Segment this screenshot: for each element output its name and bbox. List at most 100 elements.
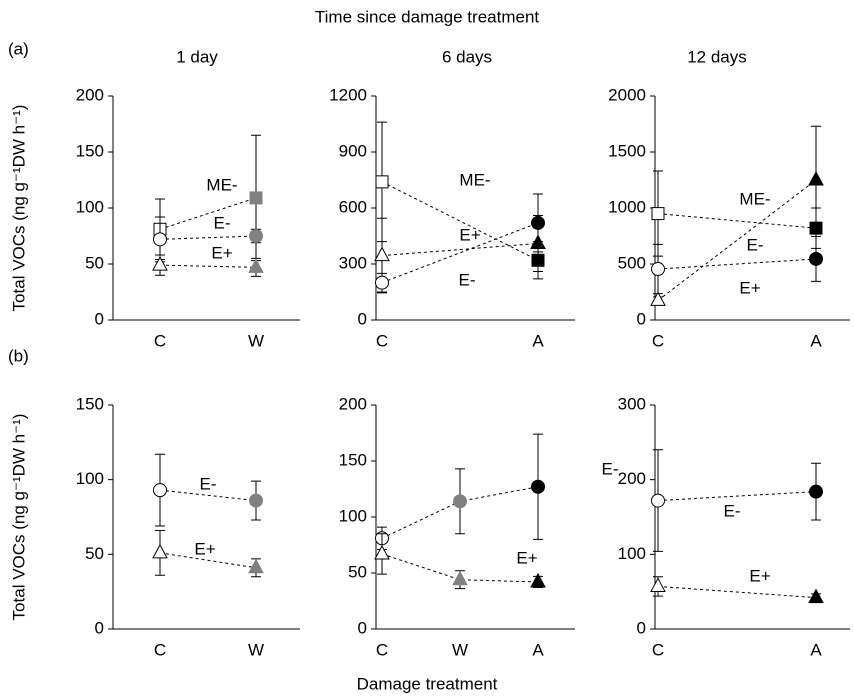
marker bbox=[809, 251, 823, 266]
y-tick-label: 100 bbox=[339, 506, 367, 525]
marker bbox=[452, 570, 468, 586]
marker bbox=[374, 544, 390, 560]
y-tick-label: 0 bbox=[95, 309, 104, 328]
marker bbox=[153, 232, 167, 247]
series-label: E- bbox=[214, 213, 231, 232]
series-label: ME- bbox=[206, 175, 237, 194]
y-tick-label: 0 bbox=[637, 618, 646, 637]
y-tick-label: 300 bbox=[618, 394, 646, 413]
x-tick-label: C bbox=[154, 640, 166, 659]
y-tick-label: 0 bbox=[358, 618, 367, 637]
marker bbox=[531, 215, 545, 230]
series-line bbox=[159, 235, 257, 240]
x-tick-label: W bbox=[248, 331, 264, 350]
series-line bbox=[657, 179, 817, 301]
y-tick-label: 200 bbox=[618, 469, 646, 488]
marker bbox=[375, 275, 389, 290]
series-label: E+ bbox=[516, 548, 537, 567]
marker bbox=[808, 588, 824, 604]
y-axis-label: Total VOCs (ng g⁻¹DW h⁻¹) bbox=[9, 105, 28, 312]
y-tick-label: 50 bbox=[85, 253, 104, 272]
series-line bbox=[381, 242, 539, 257]
marker bbox=[152, 543, 168, 559]
series-label: E+ bbox=[194, 539, 215, 558]
series-line bbox=[381, 222, 539, 284]
y-tick-label: 1000 bbox=[608, 197, 646, 216]
series-line bbox=[657, 213, 817, 229]
marker bbox=[249, 229, 263, 243]
x-axis-label: Damage treatment bbox=[357, 674, 498, 693]
x-tick-label: C bbox=[652, 640, 664, 659]
chart-title: 12 days bbox=[687, 47, 747, 66]
x-tick-label: C bbox=[652, 331, 664, 350]
marker bbox=[248, 558, 264, 574]
panel-label: (b) bbox=[8, 346, 29, 365]
y-tick-label: 0 bbox=[637, 309, 646, 328]
chart-title: 1 day bbox=[176, 47, 218, 66]
marker bbox=[152, 256, 168, 271]
series-line bbox=[381, 553, 539, 583]
y-tick-label: 150 bbox=[76, 394, 104, 413]
y-axis-label: Total VOCs (ng g⁻¹DW h⁻¹) bbox=[9, 414, 28, 621]
series-line bbox=[381, 181, 539, 261]
y-tick-label: 900 bbox=[339, 141, 367, 160]
series-label: E- bbox=[459, 270, 476, 289]
x-tick-label: W bbox=[452, 640, 468, 659]
x-tick-label: A bbox=[810, 640, 822, 659]
x-tick-label: A bbox=[532, 331, 544, 350]
series-label: E+ bbox=[211, 243, 232, 262]
series-line bbox=[657, 258, 817, 270]
y-tick-label: 50 bbox=[348, 562, 367, 581]
marker bbox=[650, 291, 666, 306]
marker bbox=[808, 170, 824, 186]
series-label: E+ bbox=[739, 278, 760, 297]
series-line bbox=[159, 552, 257, 569]
series-line bbox=[657, 491, 817, 502]
figure-title: Time since damage treatment bbox=[315, 7, 540, 26]
chart-title: 6 days bbox=[442, 47, 492, 66]
marker bbox=[651, 207, 665, 221]
y-tick-label: 100 bbox=[618, 544, 646, 563]
y-tick-label: 150 bbox=[76, 141, 104, 160]
marker bbox=[453, 494, 467, 509]
marker bbox=[651, 493, 665, 508]
series-label: E- bbox=[747, 235, 764, 254]
y-tick-label: 2000 bbox=[608, 85, 646, 104]
y-tick-label: 0 bbox=[95, 618, 104, 637]
y-tick-label: 1500 bbox=[608, 141, 646, 160]
series-line bbox=[159, 197, 257, 230]
marker bbox=[248, 258, 264, 273]
marker bbox=[249, 191, 263, 205]
x-tick-label: C bbox=[376, 640, 388, 659]
marker bbox=[809, 484, 823, 499]
series-label: ME- bbox=[459, 170, 490, 189]
series-label: E- bbox=[724, 501, 741, 520]
x-tick-label: A bbox=[532, 640, 544, 659]
y-tick-label: 200 bbox=[76, 85, 104, 104]
marker bbox=[651, 262, 665, 277]
marker bbox=[374, 246, 390, 262]
marker bbox=[153, 483, 167, 498]
y-tick-label: 200 bbox=[339, 394, 367, 413]
y-tick-label: 1200 bbox=[329, 85, 367, 104]
x-tick-label: C bbox=[154, 331, 166, 350]
marker bbox=[249, 493, 263, 508]
series-line bbox=[159, 264, 257, 268]
y-tick-label: 150 bbox=[339, 450, 367, 469]
marker bbox=[650, 577, 666, 592]
series-line bbox=[657, 585, 817, 599]
panel-label: (a) bbox=[8, 39, 29, 58]
y-tick-label: 300 bbox=[339, 253, 367, 272]
marker bbox=[530, 572, 546, 588]
y-tick-label: 500 bbox=[618, 253, 646, 272]
series-label: E+ bbox=[459, 225, 480, 244]
series-line bbox=[159, 489, 257, 502]
series-label: ME- bbox=[739, 189, 770, 208]
marker bbox=[375, 175, 389, 189]
marker bbox=[531, 479, 545, 494]
series-label: E- bbox=[602, 459, 619, 478]
x-tick-label: C bbox=[376, 331, 388, 350]
x-tick-label: A bbox=[810, 331, 822, 350]
x-tick-label: W bbox=[248, 640, 264, 659]
